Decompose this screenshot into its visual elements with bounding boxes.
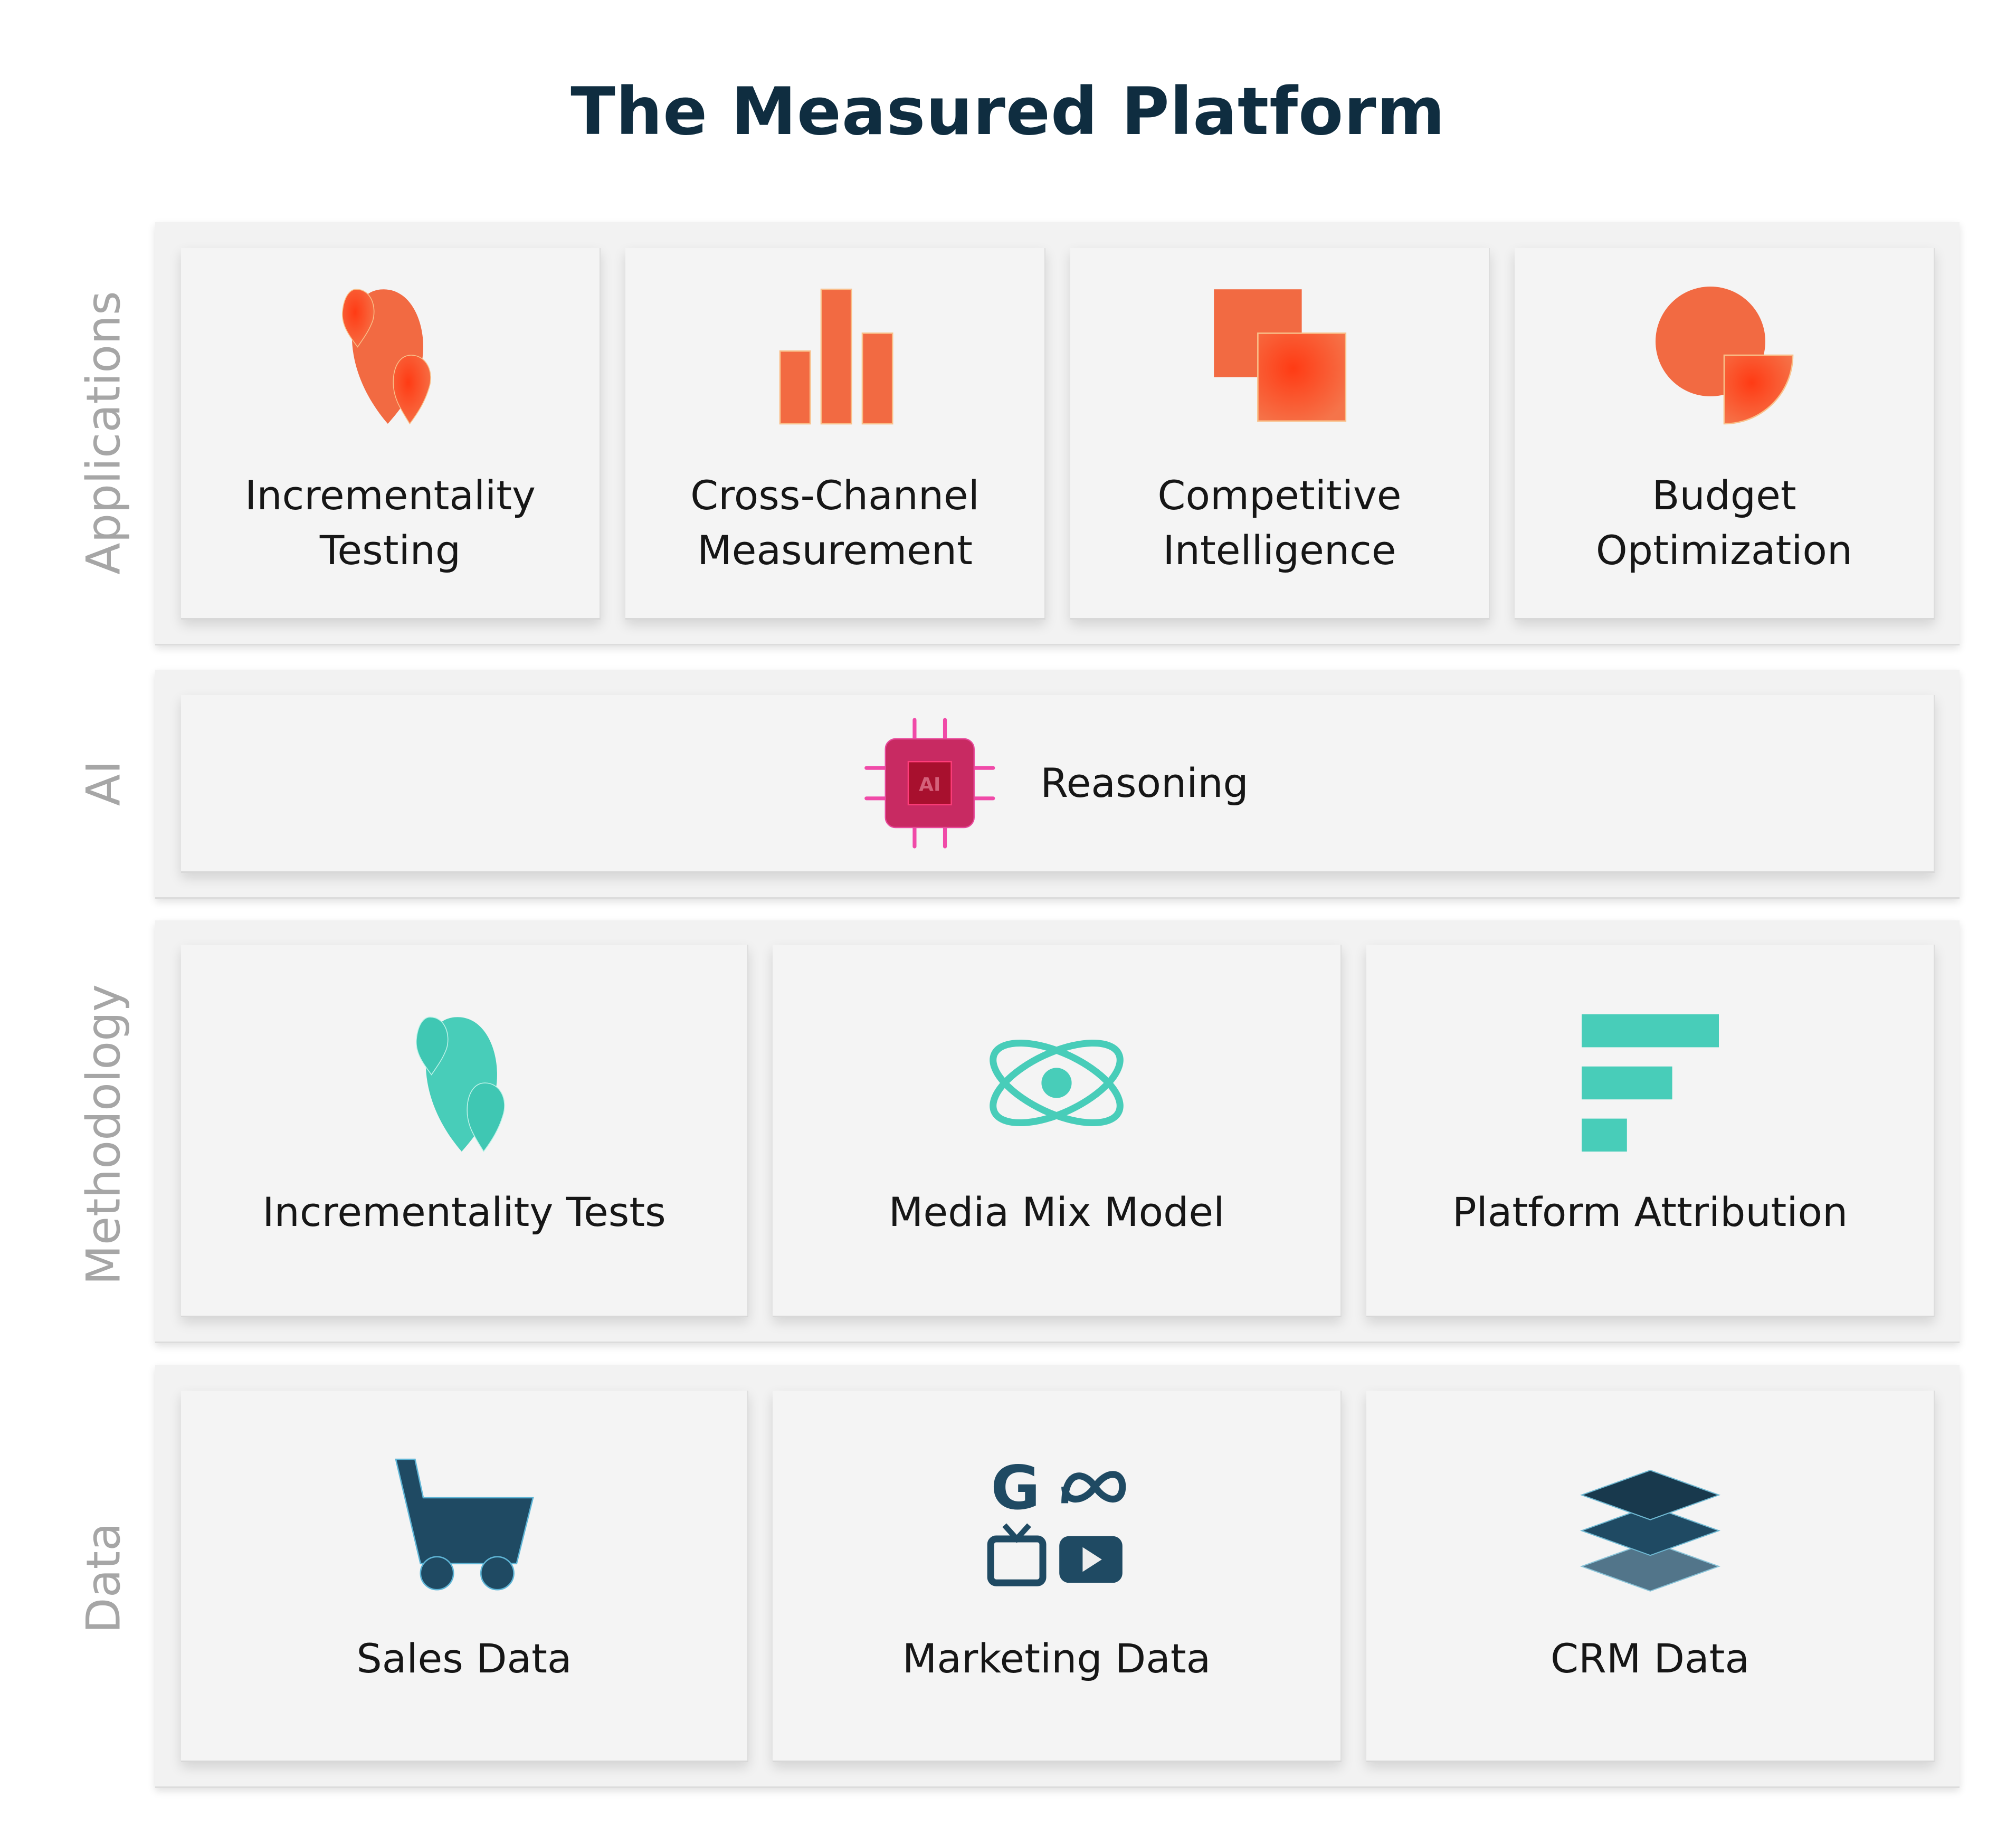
methodology-layer-label: Methodology: [76, 984, 131, 1286]
card-marketing-data[interactable]: G Marketing Data: [773, 1391, 1342, 1762]
reasoning-label: Reasoning: [1040, 759, 1249, 806]
card-label: Sales Data: [356, 1635, 572, 1682]
card-label: CRM Data: [1550, 1635, 1750, 1682]
card-competitive-intelligence[interactable]: Competitive Intelligence: [1070, 248, 1490, 620]
shopping-cart-icon: [394, 1457, 534, 1594]
droplets-icon: [322, 287, 459, 425]
marketing-channels-icon: G: [987, 1453, 1126, 1594]
page-title: The Measured Platform: [570, 74, 1446, 150]
card-label: Incrementality Tests: [262, 1188, 666, 1235]
card-label: Marketing Data: [902, 1635, 1211, 1682]
card-label: Cross-Channel Measurement: [690, 472, 980, 574]
card-cross-channel-measurement[interactable]: Cross-Channel Measurement: [625, 248, 1045, 620]
ai-chip-text: AI: [919, 774, 940, 795]
card-label: Incrementality Testing: [244, 472, 536, 574]
overlapping-squares-icon: [1211, 287, 1348, 424]
card-platform-attribution[interactable]: Platform Attribution: [1366, 945, 1935, 1317]
meta-icon: [1061, 1471, 1126, 1504]
reasoning-content: AI Reasoning: [864, 718, 1249, 849]
card-media-mix-model[interactable]: Media Mix Model: [773, 945, 1342, 1317]
horizontal-bars-icon: [1581, 1014, 1719, 1152]
card-sales-data[interactable]: Sales Data: [181, 1391, 748, 1762]
droplets-icon: [396, 1014, 533, 1153]
applications-layer-label: Applications: [76, 291, 131, 575]
data-layer-label: Data: [76, 1522, 131, 1634]
youtube-icon: [1059, 1536, 1123, 1583]
google-icon: G: [991, 1453, 1040, 1523]
ai-layer-label: AI: [76, 760, 131, 806]
bar-chart-icon: [766, 287, 904, 425]
card-label: Budget Optimization: [1595, 472, 1853, 574]
pie-chart-icon: [1656, 287, 1794, 425]
card-incrementality-tests[interactable]: Incrementality Tests: [181, 945, 748, 1317]
card-budget-optimization[interactable]: Budget Optimization: [1515, 248, 1935, 620]
card-incrementality-testing[interactable]: Incrementality Testing: [181, 248, 601, 620]
card-label: Media Mix Model: [888, 1188, 1225, 1235]
atom-icon: [988, 1014, 1125, 1152]
ai-chip-icon: AI: [864, 718, 995, 849]
card-label: Competitive Intelligence: [1157, 472, 1402, 574]
layers-stack-icon: [1580, 1457, 1720, 1594]
card-crm-data[interactable]: CRM Data: [1366, 1391, 1935, 1762]
card-label: Platform Attribution: [1452, 1188, 1848, 1235]
tv-icon: [987, 1523, 1047, 1586]
card-reasoning[interactable]: AI Reasoning: [181, 695, 1935, 873]
